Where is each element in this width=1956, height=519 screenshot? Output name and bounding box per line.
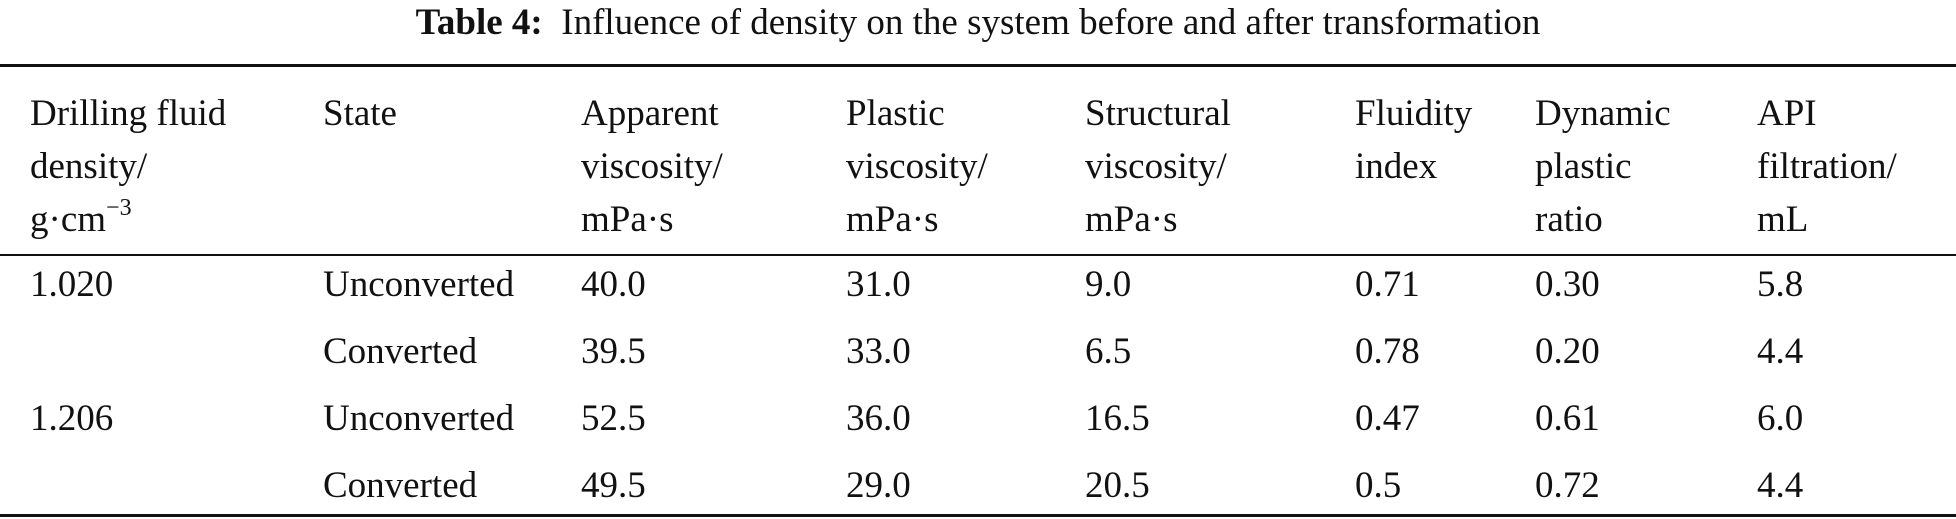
header-line: viscosity/ xyxy=(846,146,988,187)
cell-state: Unconverted xyxy=(323,398,515,439)
cell-state: Unconverted xyxy=(323,264,515,305)
header-plastic-viscosity: Plastic viscosity/ mPa·s xyxy=(846,87,988,246)
header-api-filtration: API filtration/ mL xyxy=(1757,87,1897,246)
header-line: plastic xyxy=(1535,146,1632,187)
header-structural-viscosity: Structural viscosity/ mPa·s xyxy=(1085,87,1231,246)
cell-api-filtration: 5.8 xyxy=(1757,264,1804,305)
header-line: ratio xyxy=(1535,199,1603,240)
header-drilling-fluid-density: Drilling fluid density/ g·cm−3 xyxy=(30,87,226,246)
cell-fluidity-index: 0.78 xyxy=(1355,331,1420,372)
cell-structural-viscosity: 9.0 xyxy=(1085,264,1132,305)
cell-density: 1.020 xyxy=(30,264,114,305)
header-line: mL xyxy=(1757,199,1809,240)
cell-state: Converted xyxy=(323,331,478,372)
cell-structural-viscosity: 6.5 xyxy=(1085,331,1132,372)
cell-dynamic-plastic-ratio: 0.72 xyxy=(1535,465,1600,506)
cell-apparent-viscosity: 49.5 xyxy=(581,465,646,506)
cell-dynamic-plastic-ratio: 0.30 xyxy=(1535,264,1600,305)
cell-api-filtration: 4.4 xyxy=(1757,465,1804,506)
header-line: mPa·s xyxy=(581,199,674,240)
header-unit-line: g·cm−3 xyxy=(30,193,226,246)
cell-api-filtration: 6.0 xyxy=(1757,398,1804,439)
header-line: Fluidity xyxy=(1355,93,1473,134)
table-header-rule xyxy=(0,254,1956,256)
cell-plastic-viscosity: 31.0 xyxy=(846,264,911,305)
cell-apparent-viscosity: 39.5 xyxy=(581,331,646,372)
header-line: viscosity/ xyxy=(1085,146,1227,187)
cell-density: 1.206 xyxy=(30,398,114,439)
header-line: Plastic xyxy=(846,93,945,134)
cell-fluidity-index: 0.5 xyxy=(1355,465,1402,506)
table-caption: Table 4: Influence of density on the sys… xyxy=(0,2,1956,44)
table-caption-text: Influence of density on the system befor… xyxy=(561,2,1541,43)
header-line: filtration/ xyxy=(1757,146,1897,187)
cell-apparent-viscosity: 40.0 xyxy=(581,264,646,305)
header-line: viscosity/ xyxy=(581,146,723,187)
header-line: Drilling fluid xyxy=(30,93,227,134)
header-line: density/ xyxy=(30,146,148,187)
header-fluidity-index: Fluidity index xyxy=(1355,87,1472,193)
cell-structural-viscosity: 16.5 xyxy=(1085,398,1150,439)
cell-dynamic-plastic-ratio: 0.20 xyxy=(1535,331,1600,372)
header-line: State xyxy=(323,93,397,134)
cell-apparent-viscosity: 52.5 xyxy=(581,398,646,439)
header-line: Apparent xyxy=(581,93,719,134)
header-line: mPa·s xyxy=(1085,199,1178,240)
cell-structural-viscosity: 20.5 xyxy=(1085,465,1150,506)
cell-fluidity-index: 0.71 xyxy=(1355,264,1420,305)
header-dynamic-plastic-ratio: Dynamic plastic ratio xyxy=(1535,87,1671,246)
cell-plastic-viscosity: 29.0 xyxy=(846,465,911,506)
header-line: mPa·s xyxy=(846,199,939,240)
cell-dynamic-plastic-ratio: 0.61 xyxy=(1535,398,1600,439)
cell-api-filtration: 4.4 xyxy=(1757,331,1804,372)
table-bottom-rule xyxy=(0,514,1956,517)
header-line: API xyxy=(1757,93,1817,134)
header-line: Dynamic xyxy=(1535,93,1671,134)
cell-plastic-viscosity: 33.0 xyxy=(846,331,911,372)
table-caption-label: Table 4: xyxy=(415,2,543,43)
header-state: State xyxy=(323,87,397,140)
cell-fluidity-index: 0.47 xyxy=(1355,398,1420,439)
header-line: Structural xyxy=(1085,93,1231,134)
cell-plastic-viscosity: 36.0 xyxy=(846,398,911,439)
header-unit: g·cm xyxy=(30,199,107,240)
header-unit-exponent: −3 xyxy=(106,194,132,221)
table-top-rule xyxy=(0,64,1956,67)
cell-state: Converted xyxy=(323,465,478,506)
header-line: index xyxy=(1355,146,1438,187)
header-apparent-viscosity: Apparent viscosity/ mPa·s xyxy=(581,87,723,246)
